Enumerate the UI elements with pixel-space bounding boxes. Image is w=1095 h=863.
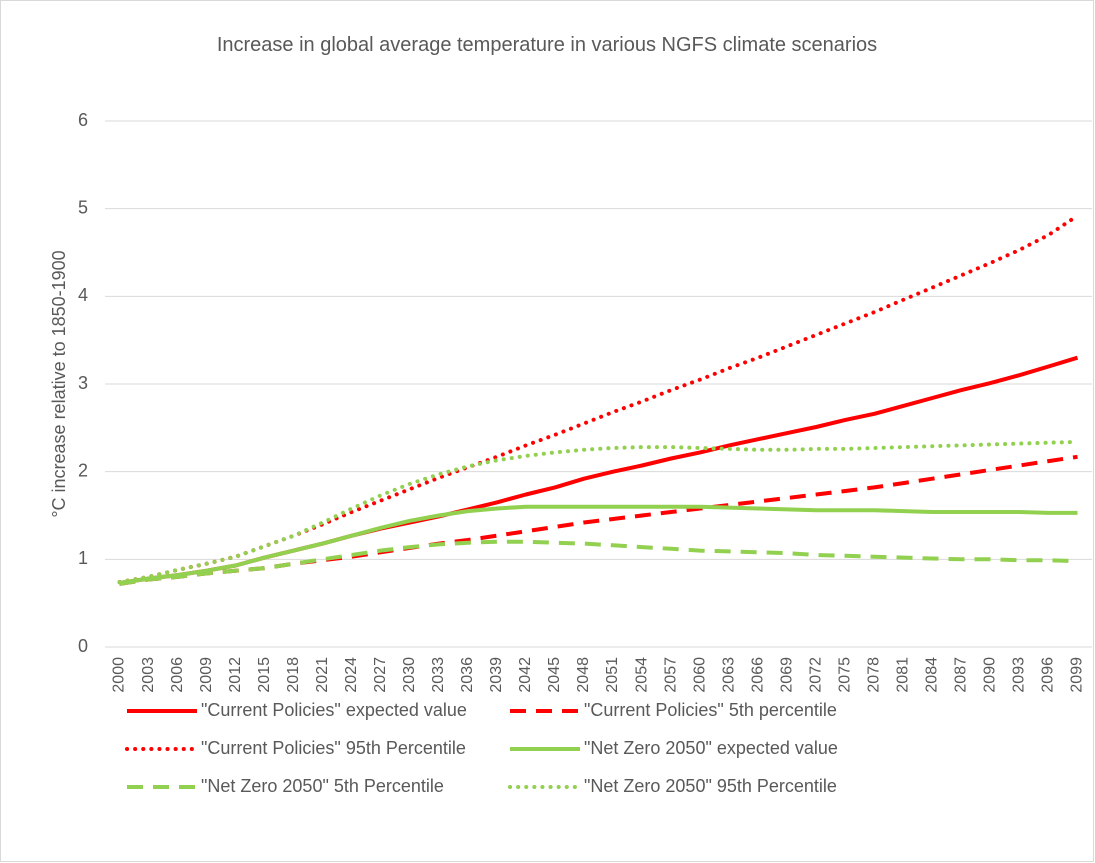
y-tick-label: 0 — [78, 636, 88, 656]
y-tick-label: 4 — [78, 285, 88, 305]
x-tick-label: 2084 — [924, 657, 941, 693]
x-tick-label: 2045 — [546, 657, 563, 693]
legend-label: "Net Zero 2050" expected value — [584, 738, 838, 758]
x-tick-label: 2096 — [1040, 657, 1057, 693]
x-tick-label: 2012 — [227, 657, 244, 693]
x-tick-label: 2081 — [895, 657, 912, 693]
x-tick-label: 2072 — [807, 657, 824, 693]
legend-label: "Net Zero 2050" 95th Percentile — [584, 776, 837, 796]
series-line — [117, 213, 1080, 585]
chart-title: Increase in global average temperature i… — [216, 34, 878, 56]
x-tick-label: 2006 — [169, 657, 186, 693]
y-tick-label: 2 — [78, 460, 88, 480]
series-line — [119, 539, 1078, 586]
series-line — [119, 504, 1078, 585]
x-tick-label: 2027 — [372, 657, 389, 693]
x-tick-label: 2066 — [749, 657, 766, 693]
x-tick-label: 2057 — [662, 657, 679, 693]
legend-label: "Current Policies" expected value — [201, 700, 467, 720]
x-tick-label: 2048 — [575, 657, 592, 693]
x-tick-label: 2036 — [459, 657, 476, 693]
x-tick-label: 2099 — [1069, 657, 1086, 693]
series-line — [117, 439, 1080, 585]
y-tick-label: 1 — [78, 548, 88, 568]
x-tick-label: 2087 — [953, 657, 970, 693]
y-tick-label: 3 — [78, 373, 88, 393]
x-tick-label: 2015 — [256, 657, 273, 693]
x-tick-label: 2024 — [343, 657, 360, 693]
x-tick-label: 2018 — [285, 657, 302, 693]
y-tick-label: 6 — [78, 110, 88, 130]
x-tick-label: 2009 — [198, 657, 215, 693]
x-tick-label: 2093 — [1011, 657, 1028, 693]
legend-label: "Current Policies" 5th percentile — [584, 700, 837, 720]
x-tick-label: 2021 — [314, 657, 331, 693]
legend-label: "Net Zero 2050" 5th Percentile — [201, 776, 444, 796]
x-tick-label: 2063 — [720, 657, 737, 693]
x-tick-label: 2042 — [517, 657, 534, 693]
x-tick-label: 2090 — [982, 657, 999, 693]
x-tick-label: 2003 — [140, 657, 157, 693]
y-tick-label: 5 — [78, 197, 88, 217]
x-tick-label: 2030 — [401, 657, 418, 693]
x-tick-label: 2039 — [488, 657, 505, 693]
x-tick-label: 2000 — [111, 657, 128, 693]
y-axis-label: °C increase relative to 1850-1900 — [49, 250, 69, 517]
x-tick-label: 2075 — [836, 657, 853, 693]
x-tick-label: 2060 — [691, 657, 708, 693]
x-tick-label: 2033 — [430, 657, 447, 693]
x-tick-label: 2069 — [778, 657, 795, 693]
x-tick-label: 2054 — [633, 657, 650, 693]
x-tick-label: 2051 — [604, 657, 621, 693]
x-tick-label: 2078 — [865, 657, 882, 693]
legend-label: "Current Policies" 95th Percentile — [201, 738, 466, 758]
